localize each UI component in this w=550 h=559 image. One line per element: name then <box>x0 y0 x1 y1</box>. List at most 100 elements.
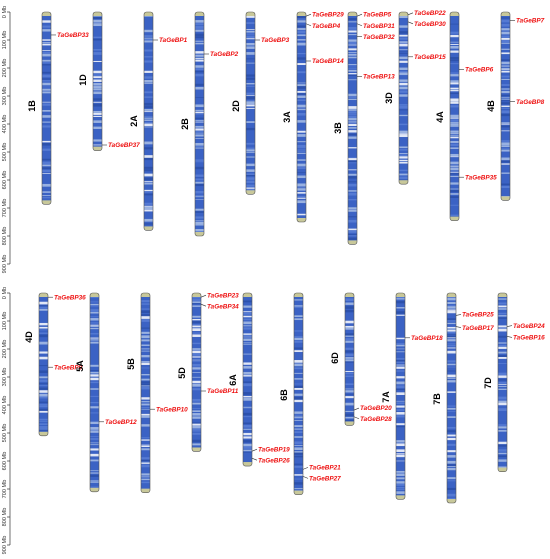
gene-marker: TaGeBP25 <box>455 312 494 319</box>
gene-label: TaGeBP32 <box>363 34 395 41</box>
chromosome-6a: 6A TaGeBP19 TaGeBP26 <box>228 292 290 467</box>
chromosome-2a: 2A TaGeBP1 <box>129 11 188 231</box>
gene-label: TaGeBP27 <box>309 476 341 483</box>
gene-marker: TaGeBP11 <box>201 388 239 395</box>
chromosome-2d: 2D TaGeBP3 <box>231 11 290 195</box>
axis-tick-label: 600 Mb <box>2 171 8 190</box>
chromosome-7a: 7A TaGeBP18 <box>381 292 443 500</box>
chromosome-name: 2B <box>180 118 190 130</box>
gene-marker: TaGeBP32 <box>357 34 395 41</box>
gene-leader-line <box>407 12 414 16</box>
gene-marker: TaGeBP23 <box>200 292 239 299</box>
chromosome-6d: 6D TaGeBP20 TaGeBP28 <box>330 292 392 426</box>
chromosome-outline <box>398 11 409 185</box>
chromosome-7d: 7D TaGeBP24 TaGeBP16 <box>483 292 545 472</box>
chromosome-outline <box>395 292 406 500</box>
gene-marker: TaGeBP26 <box>251 457 290 464</box>
axis-tick-label: 400 Mb <box>2 115 8 134</box>
chromosome-bands <box>243 293 252 467</box>
gene-marker: TaGeBP27 <box>302 476 341 483</box>
axis-tick-label: 500 Mb <box>2 143 8 162</box>
chromosome-1b: 1B TaGeBP33 <box>27 11 89 205</box>
chromosome-outline <box>500 11 511 201</box>
gene-leader-line <box>506 336 513 338</box>
axis-tick-label: 100 Mb <box>2 31 8 50</box>
chromosome-bands <box>297 12 306 222</box>
gene-label: TaGeBP10 <box>156 406 188 413</box>
chromosome-outline <box>92 11 103 151</box>
gene-label: TaGeBP30 <box>414 21 446 28</box>
gene-leader-line <box>251 448 258 452</box>
chromosome-name: 6A <box>228 374 238 386</box>
gene-label: TaGeBP36 <box>54 294 86 301</box>
gene-marker: TaGeBP24 <box>506 323 545 330</box>
gene-marker: TaGeBP18 <box>405 335 443 342</box>
gene-marker: TaGeBP31 <box>356 23 395 30</box>
chromosome-name: 5D <box>177 367 187 379</box>
gene-leader-line <box>506 325 513 327</box>
chromosome-outline <box>446 292 457 504</box>
chromosome-outline <box>38 292 49 437</box>
chromosome-name: 3D <box>384 92 394 104</box>
gene-marker: TaGeBP8 <box>510 99 545 106</box>
chromosome-name: 4D <box>24 331 34 343</box>
axis-tick-label: 900 Mb <box>2 536 8 555</box>
gene-label: TaGeBP28 <box>360 416 392 423</box>
chromosome-name: 1D <box>78 74 88 86</box>
gene-label: TaGeBP11 <box>207 388 239 395</box>
gene-label: TaGeBP29 <box>312 11 344 18</box>
chromosome-outline <box>194 11 205 237</box>
mb-axis: 0 Mb 100 Mb 200 Mb 300 Mb 400 Mb 500 Mb 600 Mb… <box>2 287 11 555</box>
gene-label: TaGeBP1 <box>159 37 188 44</box>
chromosome-bands <box>501 12 510 201</box>
chromosome-outline <box>242 292 253 467</box>
chromosome-name: 1B <box>27 100 37 112</box>
gene-label: TaGeBP22 <box>414 10 446 17</box>
chromosome-3b: 3B TaGeBP5 TaGeBP31 TaGeBP32 TaGeBP13 <box>333 11 395 245</box>
gene-label: TaGeBP3 <box>261 37 290 44</box>
chromosome-outline <box>293 292 304 495</box>
gene-leader-line <box>455 326 462 328</box>
chromosome-name: 7B <box>432 393 442 405</box>
axis-tick-label: 700 Mb <box>2 480 8 499</box>
chromosome-3d: 3D TaGeBP22 TaGeBP30 TaGeBP15 <box>384 10 446 185</box>
gene-marker: TaGeBP9 <box>48 364 83 371</box>
chromosome-bands <box>141 293 150 493</box>
gene-leader-line <box>200 294 207 298</box>
gene-label: TaGeBP17 <box>462 325 494 332</box>
gene-label: TaGeBP14 <box>312 58 344 65</box>
chromosome-3a: 3A TaGeBP29 TaGeBP4 TaGeBP14 <box>282 11 344 223</box>
chromosome-7b: 7B TaGeBP25 TaGeBP17 <box>432 292 494 504</box>
chromosome-outline <box>497 292 508 472</box>
chromosome-bands <box>345 293 354 426</box>
gene-marker: TaGeBP15 <box>408 54 446 61</box>
chromosome-name: 4B <box>486 100 496 112</box>
gene-marker: TaGeBP21 <box>302 465 341 472</box>
gene-leader-line <box>200 303 207 307</box>
gene-marker: TaGeBP36 <box>48 294 86 301</box>
mb-axis: 0 Mb 100 Mb 200 Mb 300 Mb 400 Mb 500 Mb 600 Mb… <box>2 6 11 274</box>
chromosome-5d: 5D TaGeBP23 TaGeBP34 TaGeBP11 <box>177 292 239 452</box>
gene-label: TaGeBP33 <box>57 32 89 39</box>
gene-marker: TaGeBP6 <box>459 67 494 74</box>
chromosome-bands <box>399 12 408 185</box>
chromosome-2b: 2B TaGeBP2 <box>180 11 239 237</box>
chromosome-bands <box>294 293 303 495</box>
gene-leader-line <box>353 407 360 411</box>
chromosome-bands <box>348 12 357 245</box>
gene-label: TaGeBP35 <box>465 174 497 181</box>
gene-label: TaGeBP34 <box>207 303 239 310</box>
gene-marker: TaGeBP33 <box>51 32 89 39</box>
gene-marker: TaGeBP14 <box>306 58 344 65</box>
axis-tick-label: 900 Mb <box>2 255 8 274</box>
chromosome-name: 3B <box>333 122 343 134</box>
chromosome-name: 6B <box>279 389 289 401</box>
chromosome-name: 5B <box>126 358 136 370</box>
gene-leader-line <box>302 467 309 470</box>
gene-marker: TaGeBP22 <box>407 10 446 17</box>
gene-marker: TaGeBP19 <box>251 446 290 453</box>
gene-leader-line <box>353 416 360 420</box>
gene-label: TaGeBP6 <box>465 67 494 74</box>
chromosome-bands <box>192 293 201 452</box>
